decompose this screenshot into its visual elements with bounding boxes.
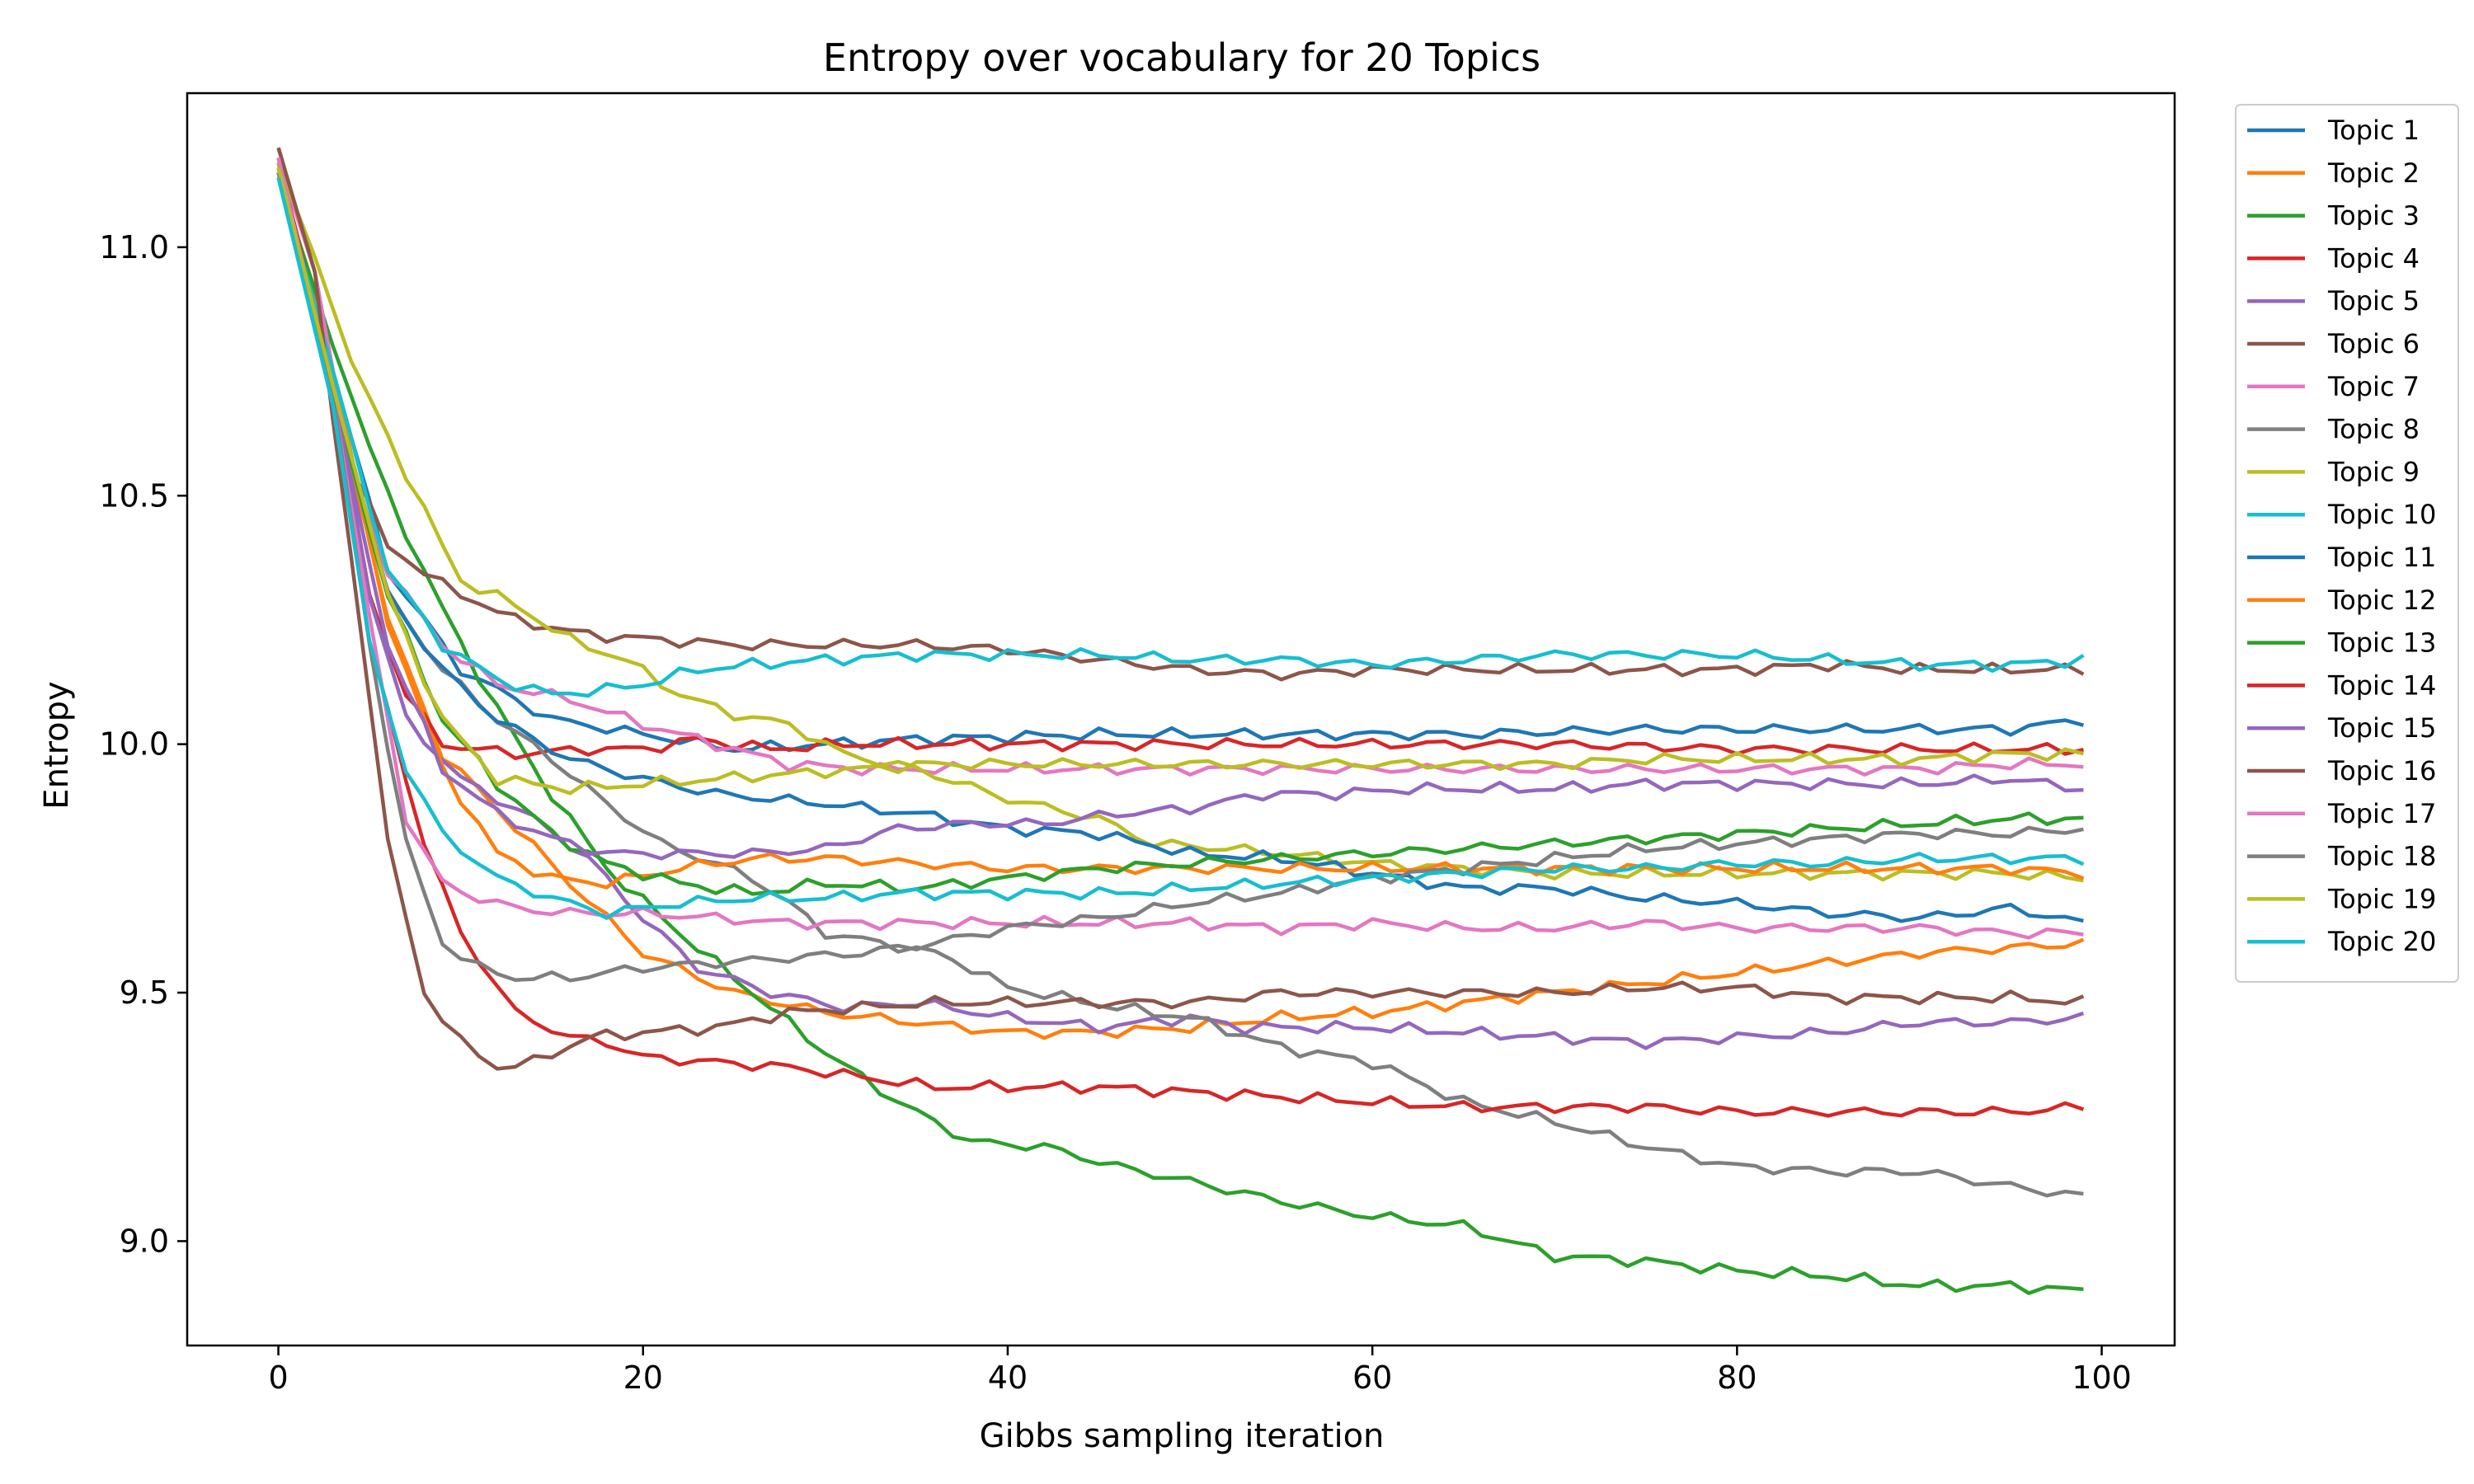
legend-entry: Topic 4: [2247, 242, 2420, 274]
y-tick-label: 10.5: [99, 477, 169, 514]
x-axis-label: Gibbs sampling iteration: [980, 1417, 1385, 1455]
legend-label: Topic 18: [2327, 841, 2436, 872]
legend-box: [2235, 104, 2459, 983]
legend-label: Topic 9: [2327, 456, 2420, 487]
legend-label: Topic 12: [2327, 585, 2436, 616]
series-line-topic-17: [276, 157, 2084, 940]
x-tick-label: 60: [1352, 1360, 1392, 1396]
x-tick-label: 0: [268, 1360, 288, 1396]
legend-entry: Topic 20: [2247, 926, 2436, 957]
y-axis-label: Entropy: [38, 681, 76, 809]
series-line-topic-3: [276, 176, 2084, 1295]
series-line-topic-1: [276, 171, 2084, 754]
legend-entry: Topic 8: [2247, 414, 2420, 445]
legend-entry: Topic 2: [2247, 157, 2420, 189]
series-line-topic-13: [276, 171, 2084, 896]
legend-entry: Topic 7: [2247, 371, 2420, 402]
series-line-topic-6: [276, 147, 2085, 682]
series-line-topic-14: [276, 157, 2085, 1118]
series-line-topic-16: [276, 147, 2085, 1071]
legend-entry: Topic 17: [2247, 798, 2436, 829]
legend-entry: Topic 5: [2247, 285, 2420, 317]
legend-label: Topic 8: [2327, 414, 2420, 445]
legend-entry: Topic 6: [2247, 328, 2420, 359]
legend-entry: Topic 3: [2247, 200, 2420, 232]
legend-label: Topic 1: [2327, 115, 2420, 146]
legend-entry: Topic 15: [2247, 712, 2436, 744]
legend-label: Topic 13: [2327, 627, 2436, 659]
legend: Topic 1 Topic 2 Topic 3 Topic 4 Topic 5 Topic…: [2235, 104, 2459, 983]
legend-entry: Topic 12: [2247, 585, 2436, 616]
plot-frame: [186, 92, 2176, 1347]
x-tick-label: 80: [1717, 1360, 1757, 1396]
series-line-topic-11: [276, 171, 2084, 923]
legend-label: Topic 14: [2327, 669, 2436, 701]
legend-label: Topic 15: [2327, 712, 2436, 744]
legend-label: Topic 17: [2327, 798, 2436, 829]
legend-label: Topic 11: [2327, 542, 2436, 573]
series-line-topic-7: [276, 157, 2084, 777]
legend-entry: Topic 16: [2247, 755, 2436, 787]
legend-entry: Topic 9: [2247, 456, 2420, 487]
legend-entry: Topic 11: [2247, 542, 2436, 573]
chart-title: Entropy over vocabulary for 20 Topics: [823, 35, 1540, 80]
series-line-topic-5: [276, 162, 2085, 1050]
legend-label: Topic 5: [2327, 285, 2420, 317]
series-line-topic-9: [276, 162, 2084, 883]
y-axis: 9.0 9.5 10.0 10.5 11.0: [99, 229, 187, 1259]
legend-label: Topic 3: [2327, 200, 2420, 232]
series-line-topic-18: [276, 171, 2084, 983]
legend-label: Topic 10: [2327, 499, 2436, 530]
series-line-topic-8: [276, 171, 2084, 1198]
x-tick-label: 40: [988, 1360, 1028, 1396]
legend-label: Topic 20: [2327, 926, 2436, 957]
legend-entry: Topic 18: [2247, 841, 2436, 872]
series-line-topic-20: [276, 176, 2085, 920]
legend-label: Topic 6: [2327, 328, 2420, 359]
series-line-topic-2: [276, 162, 2085, 1040]
series-line-topic-10: [276, 171, 2085, 698]
series-line-topic-15: [276, 171, 2084, 861]
y-tick-label: 9.0: [120, 1223, 169, 1259]
y-tick-label: 9.5: [120, 974, 169, 1011]
series-line-topic-19: [276, 167, 2084, 796]
y-tick-label: 10.0: [99, 726, 169, 763]
x-tick-label: 20: [623, 1360, 663, 1396]
y-tick-label: 11.0: [99, 229, 169, 265]
x-axis: 0 20 40 60 80 100: [268, 1345, 2132, 1396]
series-line-topic-4: [276, 157, 2084, 761]
legend-entry: Topic 10: [2247, 499, 2436, 530]
x-tick-label: 100: [2072, 1360, 2132, 1396]
legend-label: Topic 16: [2327, 755, 2436, 787]
legend-label: Topic 19: [2327, 883, 2436, 914]
legend-entry: Topic 13: [2247, 627, 2436, 659]
plot-area: [276, 147, 2085, 1295]
legend-label: Topic 7: [2327, 371, 2420, 402]
legend-label: Topic 4: [2327, 242, 2420, 274]
legend-entry: Topic 14: [2247, 669, 2436, 701]
legend-entry: Topic 1: [2247, 115, 2420, 146]
legend-label: Topic 2: [2327, 157, 2420, 189]
legend-entry: Topic 19: [2247, 883, 2436, 914]
